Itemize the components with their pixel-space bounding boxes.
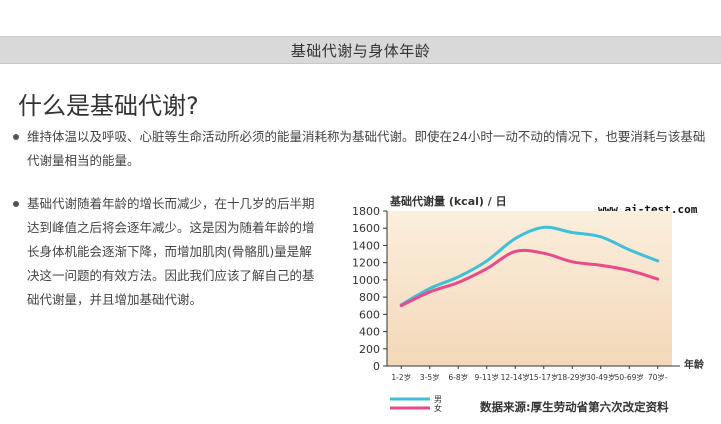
x-tick-label: 70岁- bbox=[648, 372, 668, 382]
series-line-female bbox=[399, 248, 660, 308]
y-tick-label: 1800 bbox=[352, 205, 380, 218]
x-tick-label: 15-17岁 bbox=[529, 372, 558, 382]
section-title: 什么是基础代谢? bbox=[18, 92, 199, 120]
legend-label: 女 bbox=[434, 403, 442, 413]
x-tick-label: 50-69岁 bbox=[615, 372, 644, 382]
x-tick-label: 18-29岁 bbox=[558, 372, 587, 382]
header-title: 基础代谢与身体年龄 bbox=[290, 41, 431, 60]
y-tick-label: 600 bbox=[359, 308, 380, 321]
bullet-icon bbox=[13, 201, 19, 207]
y-tick-label: 1200 bbox=[352, 257, 380, 270]
bullet-icon bbox=[13, 134, 19, 140]
x-axis-label: 年龄 bbox=[684, 358, 705, 371]
y-tick-label: 1000 bbox=[352, 274, 380, 287]
y-tick-label: 200 bbox=[359, 343, 380, 356]
series-line-male bbox=[399, 225, 660, 307]
x-tick-label: 30-49岁 bbox=[586, 372, 615, 382]
x-tick-label: 6-8岁 bbox=[448, 372, 468, 382]
metabolism-chart: 基础代谢量 (kcal) / 日 0 200 400 600 800 1000 1200 140… bbox=[352, 194, 705, 414]
paragraph-intro-text: 维持体温以及呼吸、心脏等生命活动所必须的能量消耗称为基础代谢。即使在24小时一动… bbox=[27, 129, 706, 168]
paragraph-intro: 维持体温以及呼吸、心脏等生命活动所必须的能量消耗称为基础代谢。即使在24小时一动… bbox=[13, 125, 707, 173]
paragraph-age: 基础代谢随着年龄的增长而减少，在十几岁的后半期达到峰值之后将会逐年减少。这是因为… bbox=[13, 192, 317, 312]
x-tick-label: 12-14岁 bbox=[501, 372, 530, 382]
header-bar: 基础代谢与身体年龄 bbox=[0, 36, 721, 64]
paragraph-age-text: 基础代谢随着年龄的增长而减少，在十几岁的后半期达到峰值之后将会逐年减少。这是因为… bbox=[27, 196, 315, 307]
x-tick-label: 3-5岁 bbox=[420, 372, 440, 382]
y-tick-label: 400 bbox=[359, 326, 380, 339]
x-tick-label: 1-2岁 bbox=[391, 372, 411, 382]
legend-label: 男 bbox=[434, 395, 442, 404]
chart-title: 基础代谢量 (kcal) / 日 bbox=[389, 194, 507, 208]
source-note: 数据来源:厚生劳动省第六次改定资料 bbox=[480, 400, 669, 414]
chart-background bbox=[387, 211, 672, 366]
y-tick-label: 1600 bbox=[352, 222, 380, 235]
x-tick-label: 9-11岁 bbox=[474, 372, 499, 382]
y-tick-label: 800 bbox=[359, 291, 380, 304]
y-tick-label: 0 bbox=[373, 360, 380, 373]
y-tick-label: 1400 bbox=[352, 239, 380, 252]
